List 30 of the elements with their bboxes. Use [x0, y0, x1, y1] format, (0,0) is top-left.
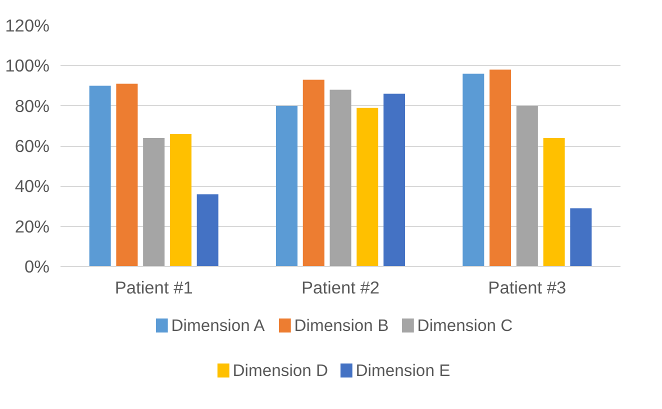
bar: [116, 84, 138, 266]
bar: [276, 106, 298, 266]
x-tick-label: Patient #1: [114, 278, 193, 298]
y-tick-label: 60%: [14, 136, 50, 156]
y-tick-label: 100%: [5, 56, 50, 76]
bar: [543, 138, 565, 266]
y-tick-label: 40%: [14, 176, 50, 196]
x-tick-label: Patient #3: [488, 278, 566, 298]
y-tick-label: 20%: [14, 216, 50, 236]
legend-label: Dimension B: [294, 316, 389, 335]
bar: [462, 74, 484, 266]
bar: [384, 94, 406, 266]
bar: [196, 194, 218, 266]
bar: [302, 80, 324, 266]
bar: [330, 90, 352, 266]
legend-label: Dimension D: [232, 361, 328, 380]
bar: [490, 70, 512, 266]
legend-label: Dimension C: [417, 316, 513, 335]
x-tick-label: Patient #2: [301, 278, 380, 298]
legend-label: Dimension E: [356, 361, 450, 380]
bar: [570, 208, 592, 266]
bar: [143, 138, 165, 266]
y-tick-label: 80%: [14, 96, 50, 116]
y-tick-label: 0%: [24, 256, 50, 276]
bar: [356, 108, 378, 266]
bar: [89, 86, 111, 266]
legend-label: Dimension A: [171, 316, 266, 335]
bar: [516, 106, 538, 266]
y-tick-label: 120%: [5, 16, 50, 36]
bar: [170, 134, 192, 266]
